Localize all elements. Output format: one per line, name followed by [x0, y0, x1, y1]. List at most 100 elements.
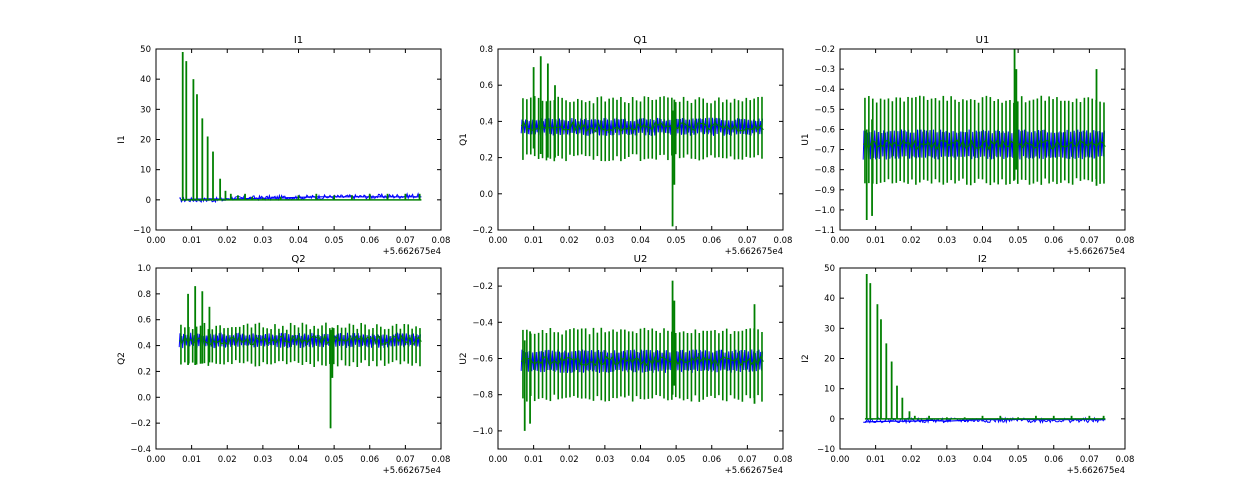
y-axis-label: U2: [459, 352, 469, 364]
y-tick-label: −1.0: [472, 427, 493, 437]
x-tick-label: 0.04: [289, 455, 308, 465]
subplot-u2: U2 U2 0.00 0.01 0.02 0.03 0.04 0.05 0.06 0.07 0.08…: [459, 254, 792, 476]
subplot-u1: U1 U1 0.00 0.01 0.02 0.03 0.04 0.05 0.06 0.07 0.08…: [801, 35, 1134, 257]
subplot-title: I1: [294, 35, 303, 46]
x-tick-label: 0.03: [595, 236, 614, 246]
series-line: [178, 334, 422, 346]
y-tick-label: 10: [824, 385, 835, 395]
x-tick-label: 0.05: [1009, 236, 1028, 246]
x-tick-label: 0.03: [253, 236, 272, 246]
x-tick-label: 0.05: [325, 455, 344, 465]
x-tick-label: 0.04: [973, 236, 992, 246]
subplot-q1: Q1 Q1 0.00 0.01 0.02 0.03 0.04 0.05 0.06 0.07 0.08…: [459, 35, 792, 257]
x-offset-label: +5.662675e4: [1067, 466, 1125, 476]
plot-area: [178, 286, 422, 429]
y-tick-label: 0.2: [479, 154, 493, 164]
y-tick-label: −0.2: [814, 45, 835, 55]
x-offset-label: +5.662675e4: [725, 466, 783, 476]
y-tick-label: −0.8: [472, 391, 493, 401]
x-offset-label: +5.662675e4: [1067, 247, 1125, 257]
subplot-title: I2: [978, 254, 987, 265]
x-tick-label: 0.04: [973, 455, 992, 465]
x-tick-label: 0.01: [182, 236, 201, 246]
y-tick-label: −0.2: [130, 419, 151, 429]
x-tick-label: 0.02: [560, 455, 579, 465]
x-tick-label: 0.08: [1116, 455, 1135, 465]
x-tick-label: 0.06: [360, 236, 379, 246]
x-tick-label: 0.00: [831, 236, 850, 246]
x-tick-label: 0.02: [560, 236, 579, 246]
y-tick-label: 10: [140, 166, 151, 176]
y-tick-label: −0.4: [130, 445, 151, 455]
series-line: [863, 416, 1105, 425]
plot-area: [520, 280, 764, 431]
y-tick-label: 0.4: [137, 342, 151, 352]
subplot-q2: Q2 Q2 0.00 0.01 0.02 0.03 0.04 0.05 0.06 0.07 0.08…: [117, 254, 450, 476]
x-tick-label: 0.06: [702, 455, 721, 465]
x-offset-label: +5.662675e4: [725, 247, 783, 257]
x-tick-label: 0.06: [702, 236, 721, 246]
x-tick-label: 0.04: [631, 455, 650, 465]
x-tick-label: 0.02: [218, 236, 237, 246]
y-tick-label: 40: [140, 75, 151, 85]
y-tick-label: 20: [824, 355, 835, 365]
y-tick-label: −0.7: [814, 146, 835, 156]
axes-frame: [155, 48, 442, 231]
y-tick-label: 0.6: [479, 81, 493, 91]
x-tick-label: 0.01: [524, 455, 543, 465]
y-tick-label: −0.2: [472, 226, 493, 236]
y-tick-label: 30: [140, 105, 151, 115]
x-tick-label: 0.04: [289, 236, 308, 246]
y-tick-label: −0.3: [814, 65, 835, 75]
x-tick-label: 0.03: [937, 236, 956, 246]
x-tick-label: 0.02: [902, 236, 921, 246]
y-tick-label: −0.8: [814, 166, 835, 176]
x-tick-label: 0.05: [667, 455, 686, 465]
x-tick-label: 0.01: [524, 236, 543, 246]
y-axis-label: I1: [117, 135, 127, 143]
x-tick-label: 0.07: [396, 455, 415, 465]
x-tick-label: 0.07: [1080, 455, 1099, 465]
y-tick-label: 30: [824, 324, 835, 334]
y-axis-label: U1: [801, 133, 811, 145]
y-tick-label: −0.6: [814, 125, 835, 135]
x-tick-label: 0.01: [182, 455, 201, 465]
y-tick-label: 50: [824, 264, 835, 274]
plot-area: [862, 49, 1106, 220]
y-tick-label: −0.6: [472, 355, 493, 365]
x-offset-label: +5.662675e4: [383, 247, 441, 257]
y-axis-label: Q1: [459, 133, 469, 146]
plot-area: [520, 56, 764, 227]
subplot-i2: I2 I2 0.00 0.01 0.02 0.03 0.04 0.05 0.06 0.07 0.08…: [801, 254, 1134, 476]
y-tick-label: −10: [133, 226, 151, 236]
x-tick-label: 0.03: [595, 455, 614, 465]
x-tick-label: 0.06: [1044, 455, 1063, 465]
x-tick-label: 0.00: [147, 455, 166, 465]
x-tick-label: 0.07: [396, 236, 415, 246]
y-tick-label: 1.0: [137, 264, 151, 274]
x-tick-label: 0.06: [1044, 236, 1063, 246]
y-tick-label: 20: [140, 136, 151, 146]
x-tick-label: 0.07: [738, 236, 757, 246]
x-tick-label: 0.05: [1009, 455, 1028, 465]
y-axis-label: I2: [801, 354, 811, 362]
x-tick-label: 0.08: [774, 236, 793, 246]
x-tick-label: 0.04: [631, 236, 650, 246]
x-tick-label: 0.08: [774, 455, 793, 465]
y-tick-label: 0.8: [479, 45, 493, 55]
x-tick-label: 0.03: [937, 455, 956, 465]
x-offset-label: +5.662675e4: [383, 466, 441, 476]
subplot-title: U2: [634, 254, 648, 265]
subplot-title: Q2: [291, 254, 305, 265]
x-tick-label: 0.00: [147, 236, 166, 246]
y-tick-label: 0.0: [479, 190, 493, 200]
y-tick-label: 0: [146, 196, 151, 206]
subplot-title: Q1: [633, 35, 647, 46]
x-tick-label: 0.08: [432, 455, 451, 465]
x-tick-label: 0.01: [866, 236, 885, 246]
y-tick-label: −1.1: [814, 226, 835, 236]
y-tick-label: 0.6: [137, 316, 151, 326]
x-tick-label: 0.06: [360, 455, 379, 465]
x-tick-label: 0.03: [253, 455, 272, 465]
